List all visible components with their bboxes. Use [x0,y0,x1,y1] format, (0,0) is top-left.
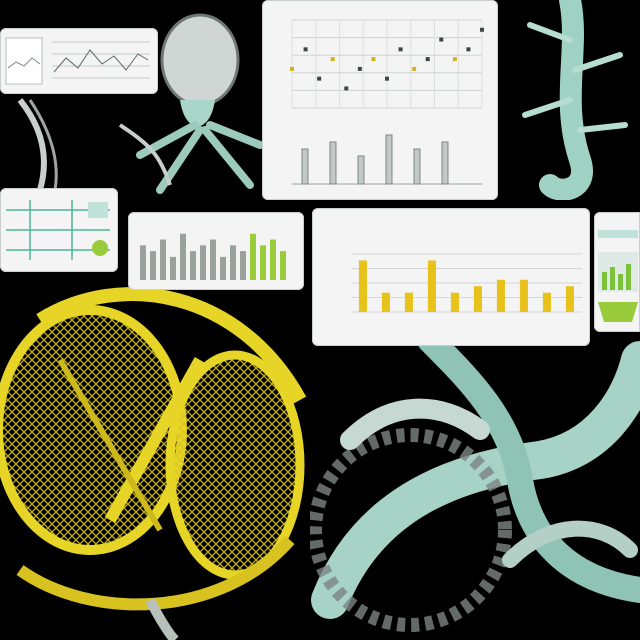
panel-gray-bar-chart [128,212,304,290]
bar [404,292,413,312]
bar [329,141,337,185]
bar [240,251,246,280]
scatter-point [290,66,294,71]
scatter-point [466,47,471,52]
line-thumbnail [5,37,150,85]
scatter-point [371,57,376,62]
bar [180,233,186,280]
bar [160,239,166,280]
organism-art [118,13,264,194]
bar [519,279,528,312]
scatter-point [480,27,484,32]
scatter-point [303,47,308,52]
bar [270,239,276,280]
mini-chart-thumbnail [598,230,638,322]
bar [200,245,206,280]
scatter-point [398,47,403,52]
bar [357,155,365,185]
yellow-wireframe-art [0,287,307,640]
bar [385,134,393,185]
scatter-plot [290,19,484,185]
panel-top-left [0,28,158,94]
bar [413,148,421,185]
panel-far-right [594,212,640,332]
scatter-point [452,57,457,62]
scatter-point [344,86,349,91]
coral-art [522,0,628,200]
panel-mid-left [0,188,118,272]
bar [473,286,482,312]
scatter-point [439,37,444,42]
bar [358,260,367,312]
bar [220,256,226,280]
teal-structure-art [310,340,640,632]
scatter-point [330,57,335,62]
scatter-point [357,66,362,71]
yellow-bar-chart [352,253,582,313]
bar [210,239,216,280]
panel-yellow-bar-chart [312,208,590,346]
scatter-point [425,57,430,62]
bar [150,251,156,280]
bar [565,286,574,312]
scatter-point [412,66,417,71]
bar [170,256,176,280]
bar [280,251,286,280]
table-thumbnail [6,200,110,260]
bar [190,251,196,280]
bar [250,233,256,280]
bar [140,245,146,280]
bar [381,292,390,312]
bar [450,292,459,312]
bar [260,245,266,280]
bar [496,279,505,312]
panel-scatter-chart [262,0,498,200]
scatter-point [385,76,389,81]
bar [542,292,551,312]
bar [230,245,236,280]
gray-bar-chart [140,233,286,280]
bar [301,148,309,185]
bar [441,141,449,185]
wispy-art [17,98,58,191]
bar [427,260,436,312]
scatter-point [317,76,322,81]
